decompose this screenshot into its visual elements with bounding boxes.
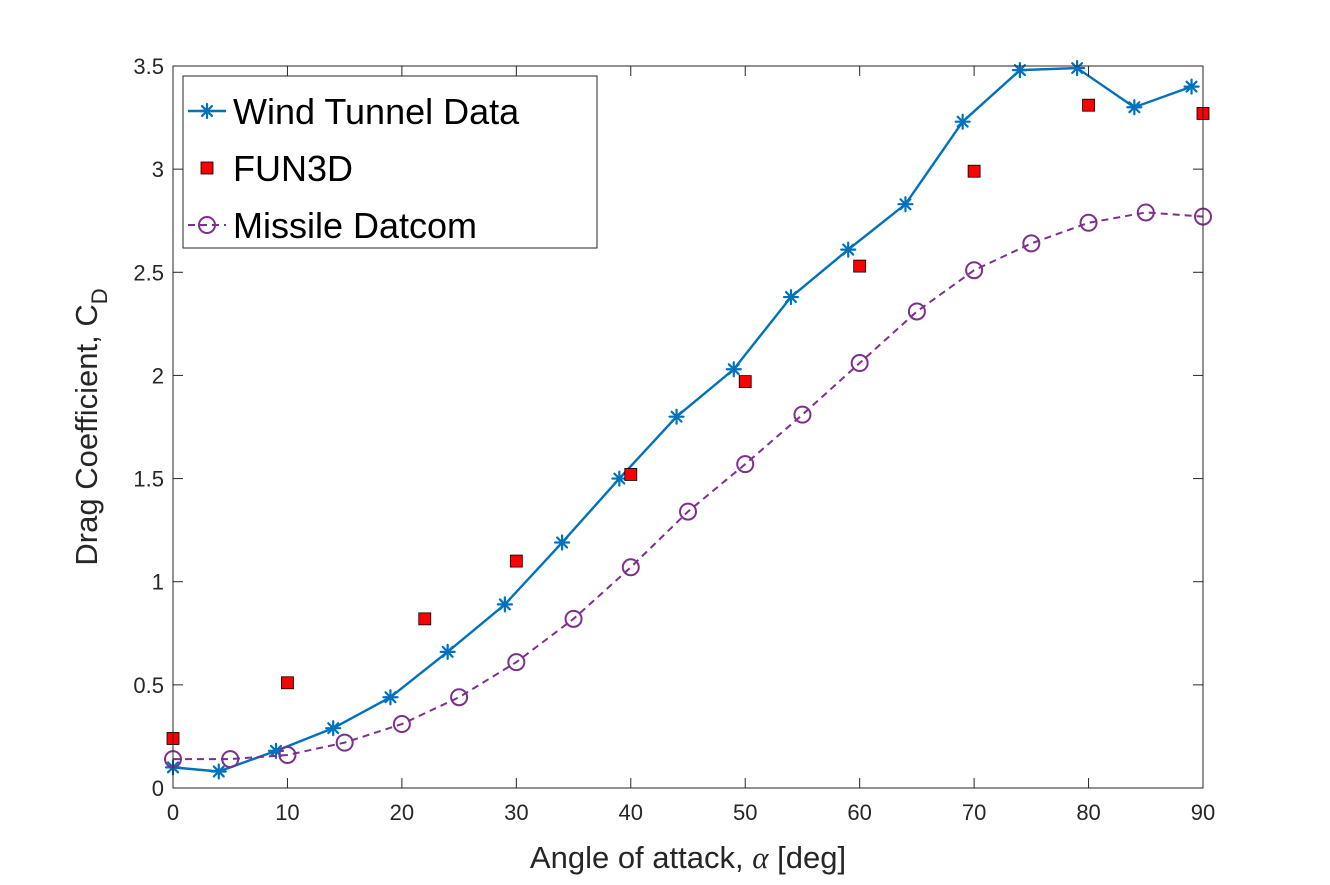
legend-label: Missile Datcom	[233, 205, 477, 246]
y-tick-label: 2.5	[133, 260, 164, 285]
data-point	[1022, 234, 1041, 253]
x-tick-label: 80	[1076, 800, 1100, 825]
series-line	[173, 211, 1204, 761]
data-point	[840, 241, 857, 258]
y-tick-label: 1.5	[133, 467, 164, 492]
data-point	[897, 196, 914, 213]
x-tick-label: 20	[390, 800, 414, 825]
data-point	[679, 502, 697, 521]
x-tick-label: 70	[962, 800, 986, 825]
data-point	[1082, 98, 1095, 112]
data-point	[1183, 78, 1200, 95]
x-tick-label: 60	[847, 800, 871, 825]
series-wind-tunnel-data	[164, 59, 1200, 780]
x-axis-label-symbol: α	[752, 840, 769, 875]
series-fun3d	[166, 98, 1210, 745]
data-point	[382, 689, 399, 706]
data-point	[335, 733, 354, 752]
y-tick-label: 3.5	[133, 54, 164, 79]
y-tick-label: 3	[152, 157, 164, 182]
data-point	[439, 643, 456, 660]
data-point	[850, 354, 869, 373]
data-point	[496, 596, 513, 613]
x-tick-label: 10	[275, 800, 299, 825]
axes-box	[172, 65, 1204, 789]
axes	[172, 65, 1204, 789]
data-point	[725, 361, 742, 378]
y-tick-label: 0.5	[133, 673, 164, 698]
data-point	[954, 113, 971, 130]
data-point	[738, 375, 752, 389]
legend-item: Wind Tunnel Data	[188, 91, 520, 132]
x-tick-label: 90	[1191, 800, 1215, 825]
data-point	[1069, 59, 1086, 77]
data-point	[450, 688, 469, 707]
data-point	[554, 534, 571, 551]
data-point	[392, 715, 411, 734]
data-point	[793, 405, 812, 424]
y-tick-label: 0	[152, 776, 164, 801]
data-point	[967, 164, 981, 178]
data-point	[507, 653, 526, 672]
legend-label: Wind Tunnel Data	[233, 91, 520, 132]
x-axis-ticks: 0 10 20 30 40 50 60 70 80 90	[167, 66, 1215, 825]
y-axis-label: Drag Coefficient, CD	[69, 288, 112, 565]
legend-box	[182, 75, 598, 249]
data-point	[278, 745, 297, 764]
data-point	[611, 470, 628, 487]
x-axis-label-suffix: [deg]	[769, 840, 847, 875]
data-point	[564, 609, 583, 628]
data-point	[1136, 203, 1155, 222]
x-tick-label: 50	[733, 800, 757, 825]
plot-area	[164, 59, 1212, 780]
legend: Wind Tunnel Data FUN3D Missile Datcom	[182, 75, 598, 249]
data-point	[1079, 213, 1098, 232]
data-point	[1126, 99, 1143, 116]
x-tick-label: 0	[167, 800, 179, 825]
data-point	[221, 750, 240, 769]
data-point	[621, 558, 640, 577]
data-point	[736, 455, 755, 474]
y-tick-label: 1	[152, 570, 164, 595]
data-point	[210, 763, 227, 780]
y-axis-ticks: 0 0.5 1 1.5 2 2.5 3 3.5	[133, 54, 1203, 801]
data-point	[281, 676, 294, 690]
data-point	[624, 468, 638, 481]
data-point	[782, 288, 800, 306]
x-tick-label: 30	[504, 800, 528, 825]
data-point	[509, 554, 523, 568]
data-point	[1011, 62, 1028, 79]
legend-item: FUN3D	[200, 148, 353, 189]
data-point	[853, 259, 867, 273]
legend-marker	[198, 216, 216, 234]
data-point	[907, 302, 926, 321]
legend-marker	[200, 161, 214, 175]
x-axis-label-prefix: Angle of attack,	[530, 840, 752, 875]
legend-label: FUN3D	[233, 148, 353, 189]
series-missile-datcom	[164, 203, 1212, 769]
legend-item: Missile Datcom	[188, 205, 477, 246]
data-point	[325, 720, 342, 737]
data-point	[668, 408, 685, 425]
legend-marker	[198, 102, 216, 120]
data-point	[965, 261, 984, 280]
x-tick-label: 40	[619, 800, 643, 825]
y-axis-label-subscript: D	[87, 288, 112, 304]
x-axis-label: Angle of attack, α [deg]	[530, 840, 846, 875]
data-point	[418, 612, 432, 626]
y-tick-label: 2	[152, 363, 164, 388]
y-axis-label-main: Drag Coefficient, C	[69, 304, 104, 565]
